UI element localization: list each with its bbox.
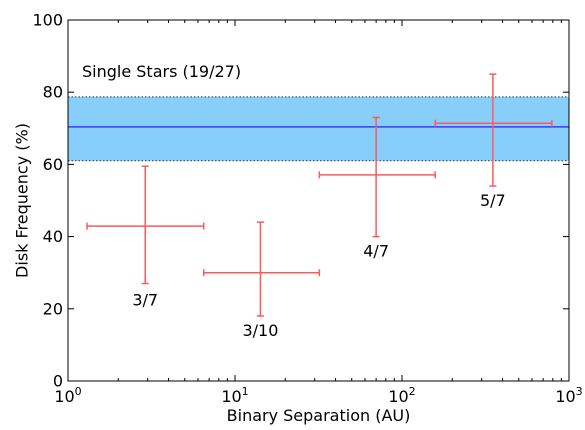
data-point: 4/7 (318, 116, 436, 261)
y-tick-label: 60 (43, 155, 63, 174)
y-tick-label: 80 (43, 83, 63, 102)
x-tick-label: 102 (388, 385, 415, 406)
data-point-label: 3/10 (242, 321, 278, 340)
data-point: 5/7 (434, 73, 553, 210)
x-tick-label: 100 (54, 385, 81, 406)
plot-frame (67, 19, 570, 382)
x-tick-label: 101 (221, 385, 248, 406)
y-tick-label: 40 (43, 227, 63, 246)
axis-ticks: 0 20 40 60 80 100 100 101 102 103 (32, 11, 582, 407)
y-tick-label: 0 (53, 372, 63, 391)
data-point: 3/10 (203, 221, 321, 340)
reference-band (68, 96, 569, 161)
data-point-label: 3/7 (132, 291, 158, 310)
x-axis-label: Binary Separation (AU) (227, 406, 411, 425)
y-tick-label: 20 (43, 299, 63, 318)
reference-label: Single Stars (19/27) (82, 62, 241, 81)
data-point-label: 4/7 (363, 242, 389, 261)
data-point-label: 5/7 (480, 191, 506, 210)
y-tick-label: 100 (32, 11, 63, 30)
y-axis-label: Disk Frequency (%) (13, 123, 32, 278)
x-tick-label: 103 (555, 385, 582, 406)
plot-content: 3/7 3/10 4/7 5/7 (68, 73, 569, 340)
data-point: 3/7 (86, 165, 205, 310)
